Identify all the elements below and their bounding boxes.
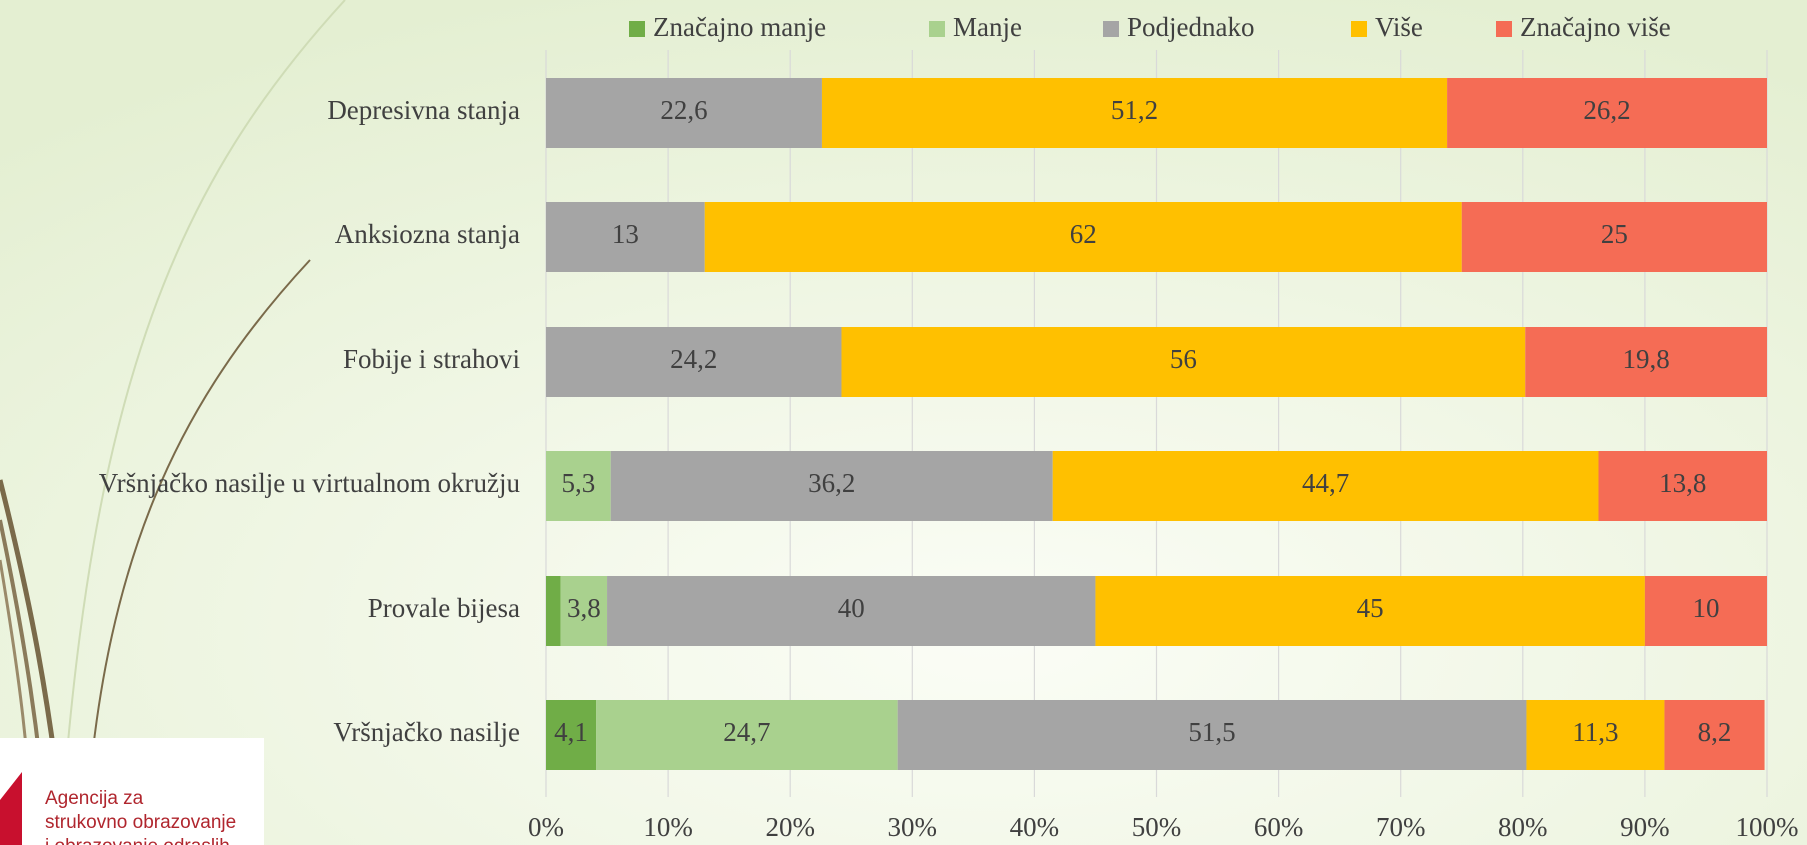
bar-segment [596,700,898,770]
data-label: 51,5 [1188,717,1235,747]
y-tick-label: Anksiozna stanja [335,219,520,249]
data-label: 5,3 [561,468,595,498]
legend-swatch [629,21,645,37]
data-label: 13 [612,219,639,249]
logo-text: strukovno obrazovanje [45,812,236,833]
bar-segment [610,451,1053,521]
data-label: 10 [1692,593,1719,623]
bar-segment [1447,78,1767,148]
data-label: 22,6 [660,95,707,125]
bar-segment [841,327,1526,397]
legend-label: Podjednako [1127,12,1255,42]
data-label: 3,8 [567,593,601,623]
x-tick-label: 40% [1010,812,1060,842]
x-tick-label: 30% [888,812,938,842]
legend-label: Manje [953,12,1022,42]
data-label: 13,8 [1659,468,1706,498]
bar-segment [1664,700,1765,770]
y-tick-label: Depresivna stanja [327,95,520,125]
bar-segment [897,700,1527,770]
x-tick-label: 50% [1132,812,1182,842]
bar-segment [1461,202,1767,272]
bar-segment [1095,576,1645,646]
data-label: 62 [1070,219,1097,249]
data-label: 25 [1601,219,1628,249]
data-label: 36,2 [808,468,855,498]
data-label: 44,7 [1302,468,1349,498]
legend-swatch [1103,21,1119,37]
bar-segment [546,451,611,521]
x-tick-label: 100% [1736,812,1799,842]
logo-text: Agencija za [45,788,144,809]
legend-swatch [1496,21,1512,37]
data-label: 26,2 [1583,95,1630,125]
y-tick-label: Vršnjačko nasilje u virtualnom okružju [99,468,521,498]
y-tick-label: Fobije i strahovi [343,344,520,374]
bar-segment [546,700,597,770]
data-label: 24,2 [670,344,717,374]
bar-segment [546,327,842,397]
logo-text: i obrazovanje odraslih [45,836,230,845]
bar-segment [560,576,608,646]
x-tick-label: 80% [1498,812,1548,842]
data-label: 11,3 [1572,717,1618,747]
bar-segment [704,202,1462,272]
data-label: 51,2 [1111,95,1158,125]
x-tick-label: 0% [528,812,564,842]
legend-swatch [929,21,945,37]
bar-segment [821,78,1448,148]
x-tick-label: 60% [1254,812,1304,842]
bar-segment [607,576,1096,646]
x-tick-label: 90% [1620,812,1670,842]
bar-segment [1052,451,1599,521]
data-label: 45 [1357,593,1384,623]
data-label: 56 [1170,344,1197,374]
bar-segment [1525,327,1767,397]
bar-segment [1644,576,1767,646]
x-tick-label: 70% [1376,812,1426,842]
legend-swatch [1351,21,1367,37]
logo-box [0,738,264,845]
bar-segment [546,202,705,272]
legend-label: Značajno više [1520,12,1671,42]
logo: Agencija za strukovno obrazovanje i obrazo… [0,738,264,845]
bar-segment [546,576,561,646]
x-tick-label: 20% [765,812,815,842]
bar-segment [1598,451,1767,521]
data-label: 40 [838,593,865,623]
data-label: 19,8 [1622,344,1669,374]
y-tick-label: Vršnjačko nasilje [333,717,520,747]
data-label: 4,1 [554,717,588,747]
data-label: 8,2 [1698,717,1732,747]
logo-mark [0,772,22,845]
legend-label: Značajno manje [653,12,826,42]
x-tick-label: 10% [643,812,693,842]
bar-segment [546,78,822,148]
legend-label: Više [1375,12,1423,42]
data-label: 24,7 [723,717,770,747]
y-tick-label: Provale bijesa [368,593,520,623]
bar-segment [1526,700,1665,770]
